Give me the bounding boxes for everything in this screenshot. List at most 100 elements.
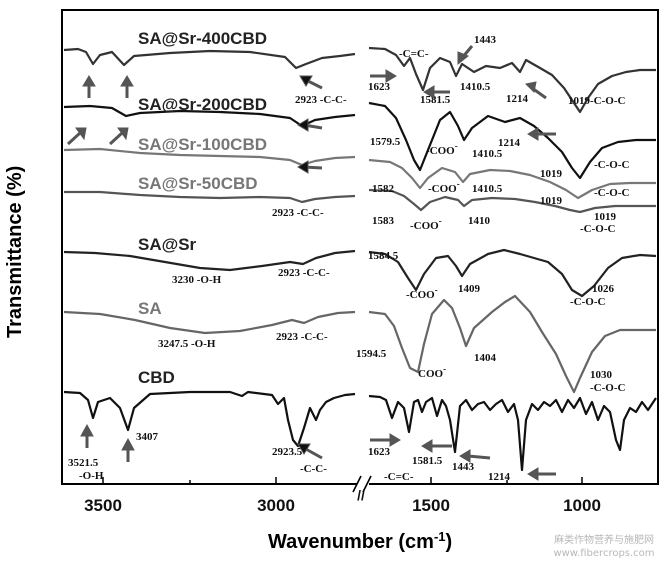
annotation: -COO-: [410, 216, 442, 232]
x-tick-label: 1000: [563, 496, 601, 515]
annotation: 1404: [474, 352, 497, 364]
watermark-line-2: www.fibercrops.com: [553, 548, 654, 559]
spectra-left: [63, 47, 356, 448]
annotation: -C-O-C: [580, 223, 615, 235]
arrow-diag-2: [108, 127, 129, 146]
annotation: 1410.5: [472, 183, 503, 195]
annotation: -C=C-: [399, 48, 429, 60]
arrow-1581-cbd: [421, 439, 452, 453]
x-axis-title: Wavenumber (cm-1): [268, 529, 452, 553]
annotation: 2923 -C-C-: [272, 207, 324, 219]
axis-break-slash-2: [362, 475, 372, 493]
series-label-sa-sr-100cbd: SA@Sr-100CBD: [138, 135, 267, 154]
arrow-2923-cbd: [297, 443, 323, 460]
x-tick-marks: [102, 477, 583, 484]
annotation: 1579.5: [370, 136, 401, 148]
watermark-line-1: 麻类作物营养与施肥网: [554, 533, 654, 546]
annotation: 1214: [488, 471, 511, 483]
annotation: 1583: [372, 215, 395, 227]
series-label-sa-sr-200cbd: SA@Sr-200CBD: [138, 95, 267, 114]
series-line-sa-sr-left: [63, 249, 356, 272]
axis-break-marker: //: [357, 487, 365, 503]
x-tick-label: 3000: [257, 496, 295, 515]
annotation: 1443: [474, 34, 497, 46]
annotation: 1409: [458, 283, 481, 295]
arrow-up-1: [82, 75, 96, 98]
series-line-sa-sr-50cbd-left: [64, 190, 356, 204]
annotation: 1410.5: [472, 148, 503, 160]
annotation: -COO-: [428, 179, 460, 195]
annotation: 1214: [506, 93, 529, 105]
annotation: COO-: [418, 364, 446, 380]
series-line-sa-sr-100cbd-left: [63, 147, 356, 167]
annotation: -COO-: [406, 285, 438, 301]
arrow-2923-400: [299, 75, 323, 90]
annotation: 2923 -C-C-: [276, 331, 328, 343]
peak-annotations: 1443 -C=C- 1623 1581.5 1410.5 1214 1019-…: [68, 34, 629, 483]
series-line-sa-right: [368, 294, 656, 394]
series-label-sa: SA: [138, 299, 162, 318]
arrow-1623-top: [370, 69, 397, 83]
series-line-sa-sr-200cbd-right: [368, 101, 656, 180]
arrow-1214-cbd: [527, 467, 556, 481]
annotation: 2923.5: [272, 446, 303, 458]
annotation: 3230 -O-H: [172, 274, 222, 286]
axis-break-slash-1: [352, 475, 362, 493]
arrow-3407-cbd: [121, 437, 135, 462]
arrow-1581-top: [423, 85, 450, 99]
annotation: -C-O-C: [594, 187, 629, 199]
series-line-sa-sr-400cbd-right: [368, 46, 656, 114]
annotation: 1030: [590, 369, 613, 381]
annotation: 1019: [594, 211, 617, 223]
annotation: 1584.5: [368, 250, 399, 262]
annotation: 1594.5: [356, 348, 387, 360]
annotation: -COO-: [426, 141, 458, 157]
series-label-sa-sr-50cbd: SA@Sr-50CBD: [138, 174, 258, 193]
arrow-up-2: [120, 75, 134, 98]
annotation: 1410: [468, 215, 491, 227]
series-line-sa-left: [63, 310, 356, 335]
series-line-sa-sr-100cbd-right: [368, 158, 656, 200]
series-label-sa-sr-400cbd: SA@Sr-400CBD: [138, 29, 267, 48]
series-line-sa-sr-right: [368, 248, 657, 298]
annotation: 1623: [368, 446, 391, 458]
series-line-sa-sr-400cbd-left: [63, 47, 356, 70]
x-tick-label: 1500: [412, 496, 450, 515]
x-tick-label: 3500: [84, 496, 122, 515]
annotation: 1581.5: [420, 94, 451, 106]
annotation: 2923 -C-C-: [295, 94, 347, 106]
annotation: 1019-C-O-C: [568, 95, 625, 107]
arrow-1443-cbd: [459, 449, 491, 463]
annotation: 3407: [136, 431, 159, 443]
annotation: 1581.5: [412, 455, 443, 467]
arrow-3521-cbd: [80, 423, 94, 448]
annotation: -C-C-: [300, 463, 327, 475]
annotation: 1623: [368, 81, 391, 93]
annotation: -C-O-C: [570, 296, 605, 308]
annotation: 1026: [592, 283, 615, 295]
annotation: -C-O-C: [590, 382, 625, 394]
series-label-cbd: CBD: [138, 368, 175, 387]
series-line-cbd-right: [368, 394, 657, 472]
series-line-sa-sr-50cbd-right: [368, 188, 656, 214]
annotation: 1410.5: [460, 81, 491, 93]
annotation: -O-H: [79, 470, 104, 482]
arrow-diag-1: [66, 127, 87, 146]
series-line-sa-sr-200cbd-left: [63, 104, 356, 128]
arrow-2923-100: [297, 160, 323, 174]
annotation: 2923 -C-C-: [278, 267, 330, 279]
arrow-1214-mid: [527, 127, 556, 141]
arrow-1443-top: [457, 45, 474, 66]
series-label-sa-sr: SA@Sr: [138, 235, 197, 254]
annotation: 1019: [540, 195, 563, 207]
arrow-1019-top: [524, 81, 547, 100]
annotation: 3521.5: [68, 457, 99, 469]
annotation: -C=C-: [384, 471, 414, 483]
spectra-right: [368, 46, 657, 472]
y-axis-title: Transmittance (%): [4, 166, 26, 338]
annotation: 1582: [372, 183, 395, 195]
annotation: -C-O-C: [594, 159, 629, 171]
arrow-1623-cbd: [370, 433, 401, 447]
